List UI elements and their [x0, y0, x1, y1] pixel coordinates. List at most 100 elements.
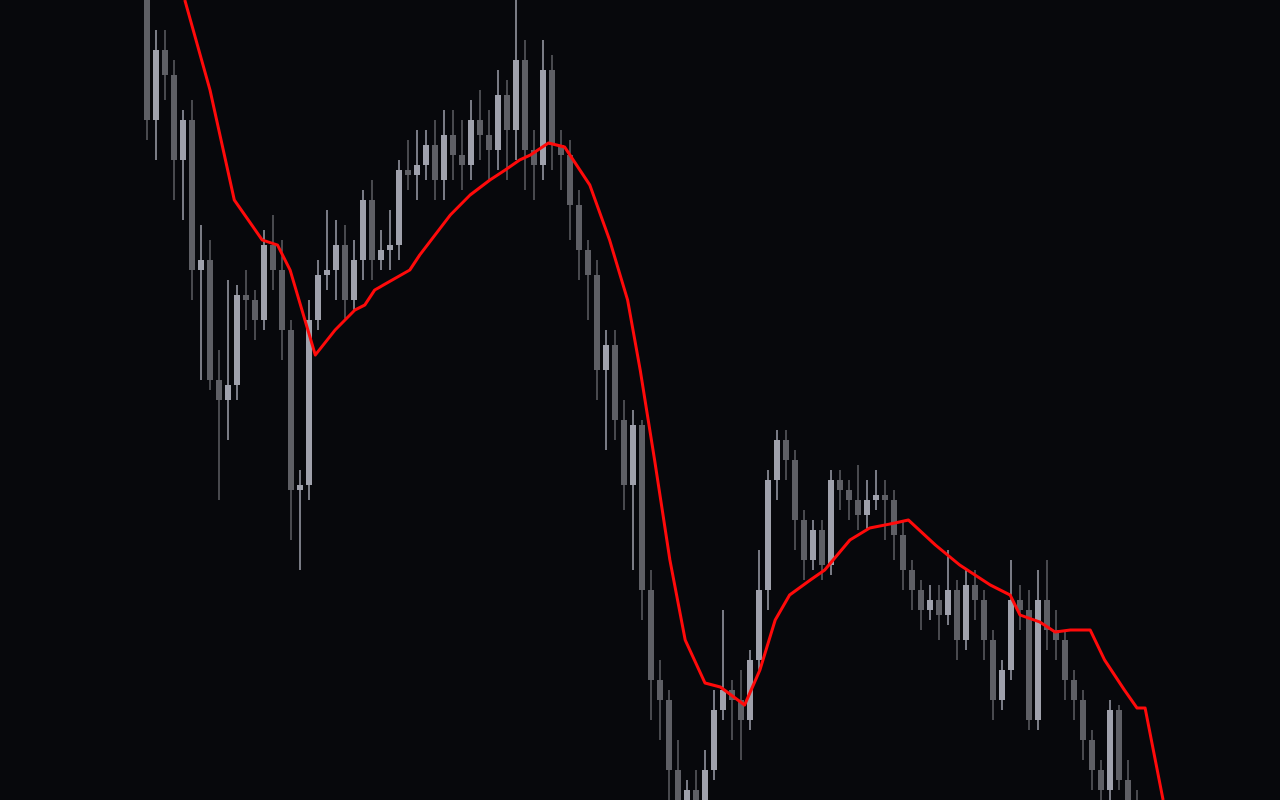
candle-body [522, 60, 528, 150]
candle-body [576, 205, 582, 250]
candle-body [621, 420, 627, 485]
candle-body [216, 380, 222, 400]
candle-body [1062, 640, 1068, 680]
candle-body [639, 425, 645, 590]
candle-body [252, 300, 258, 320]
candle-body [306, 320, 312, 485]
candle-body [927, 600, 933, 610]
candle-body [1098, 770, 1104, 790]
candle-body [261, 245, 267, 320]
candle-body [1089, 740, 1095, 770]
candle-body [783, 440, 789, 460]
candle-body [837, 480, 843, 490]
candle-body [612, 345, 618, 420]
candle-body [396, 170, 402, 245]
candle-body [585, 250, 591, 275]
candle-body [999, 670, 1005, 700]
candle-body [423, 145, 429, 165]
candle-body [945, 590, 951, 615]
candle-body [1125, 780, 1131, 800]
candle-body [333, 245, 339, 270]
candle-body [279, 270, 285, 330]
candle-body [369, 200, 375, 260]
candle-body [189, 120, 195, 270]
candle-body [450, 135, 456, 155]
candle-body [531, 150, 537, 165]
candle-body [630, 425, 636, 485]
candle-body [1116, 710, 1122, 780]
candle-body [513, 60, 519, 130]
candle-body [1026, 610, 1032, 720]
candle-body [1107, 710, 1113, 790]
candle-body [1044, 600, 1050, 630]
candle-body [954, 590, 960, 640]
candle-body [414, 165, 420, 175]
candle-body [891, 500, 897, 535]
candle-body [378, 250, 384, 260]
candle-body [819, 530, 825, 565]
candle-body [558, 145, 564, 155]
candle-body [972, 585, 978, 600]
candle-body [549, 70, 555, 145]
candle-body [234, 295, 240, 385]
candle-body [756, 590, 762, 660]
candle-body [387, 245, 393, 250]
candle-body [243, 295, 249, 300]
candle-body [792, 460, 798, 520]
candle-body [360, 200, 366, 260]
candle-body [270, 245, 276, 270]
candle-body [441, 135, 447, 180]
candle-body [846, 490, 852, 500]
candle-body [738, 700, 744, 720]
candle-body [225, 385, 231, 400]
candle-body [342, 245, 348, 300]
candle-body [909, 570, 915, 590]
candle-body [1008, 600, 1014, 670]
candle-body [504, 95, 510, 130]
candle-body [315, 275, 321, 320]
candle-body [144, 0, 150, 120]
candle-body [711, 710, 717, 770]
candle-body [603, 345, 609, 370]
candle-body [882, 495, 888, 500]
candle-body [1080, 700, 1086, 740]
candle-body [981, 600, 987, 640]
candle-body [288, 330, 294, 490]
candle-body [405, 170, 411, 175]
candle-body [567, 155, 573, 205]
candle-body [432, 145, 438, 180]
moving-average-line [183, 0, 1165, 800]
candle-body [207, 260, 213, 380]
candle-body [765, 480, 771, 590]
candle-body [720, 690, 726, 710]
candle-body [459, 155, 465, 165]
candle-body [666, 700, 672, 770]
candle-body [693, 790, 699, 800]
candle-body [963, 585, 969, 640]
candle-body [297, 485, 303, 490]
candle-body [1035, 600, 1041, 720]
candle-body [153, 50, 159, 120]
candle-body [324, 270, 330, 275]
candle-body [936, 600, 942, 615]
candle-body [594, 275, 600, 370]
candle-body [873, 495, 879, 500]
candle-body [702, 770, 708, 800]
candle-body [1017, 600, 1023, 610]
candle-body [657, 680, 663, 700]
candle-body [477, 120, 483, 135]
candle-body [900, 535, 906, 570]
candle-body [468, 120, 474, 165]
candle-body [774, 440, 780, 480]
candle-body [351, 260, 357, 300]
candle-body [1071, 680, 1077, 700]
candle-body [801, 520, 807, 560]
candle-body [810, 530, 816, 560]
candle-body [162, 50, 168, 75]
candle-body [675, 770, 681, 800]
candles-group [144, 0, 1138, 800]
candle-body [684, 790, 690, 800]
candle-body [918, 590, 924, 610]
candle-body [198, 260, 204, 270]
